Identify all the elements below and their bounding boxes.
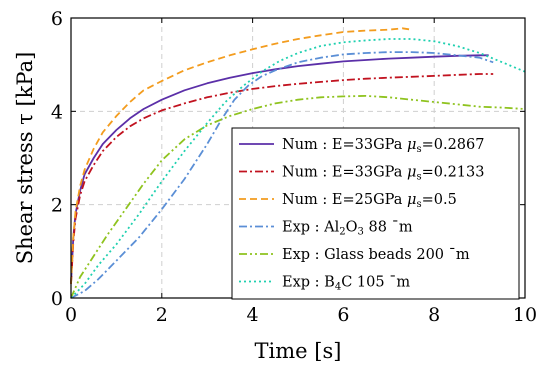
- y-axis-label: Shear stress τ [kPa]: [13, 52, 37, 265]
- series-line-5: [70, 95, 526, 299]
- y-tick-label: 6: [51, 8, 63, 30]
- legend-label: Num : E=33GPa μs=0.2867: [282, 137, 484, 155]
- x-tick-label: 10: [513, 304, 537, 326]
- series-group: [70, 27, 526, 299]
- y-tick-label: 2: [51, 195, 63, 217]
- legend-label: Exp : B4C 105 ¯m: [282, 275, 410, 293]
- legend-box: [231, 127, 520, 300]
- legend-label: Num : E=25GPa μs=0.5: [282, 192, 457, 210]
- x-tick-label: 8: [428, 304, 440, 326]
- tick-group: 0 2 4 6 8 10 0 2 4 6: [51, 8, 537, 326]
- y-tick-label: 4: [51, 101, 63, 123]
- series-line-2: [70, 73, 494, 285]
- x-tick-label: 6: [337, 304, 349, 326]
- legend-label: Exp : Glass beads 200 ¯m: [282, 247, 470, 263]
- series-line-1: [70, 54, 489, 285]
- legend-label: Exp : Al2O3 88 ¯m: [282, 220, 413, 238]
- legend-label: Num : E=33GPa μs=0.2133: [282, 165, 484, 183]
- series-line-6: [70, 38, 526, 299]
- x-axis-label: Time [s]: [255, 339, 342, 363]
- y-tick-label: 0: [51, 288, 63, 310]
- x-tick-label: 0: [65, 304, 77, 326]
- series-line-4: [70, 51, 494, 299]
- legend: Num : E=33GPa μs=0.2867 Num : E=33GPa μs=…: [231, 127, 520, 300]
- x-tick-label: 2: [156, 304, 168, 326]
- x-tick-label: 4: [247, 304, 259, 326]
- series-line-3: [70, 27, 412, 285]
